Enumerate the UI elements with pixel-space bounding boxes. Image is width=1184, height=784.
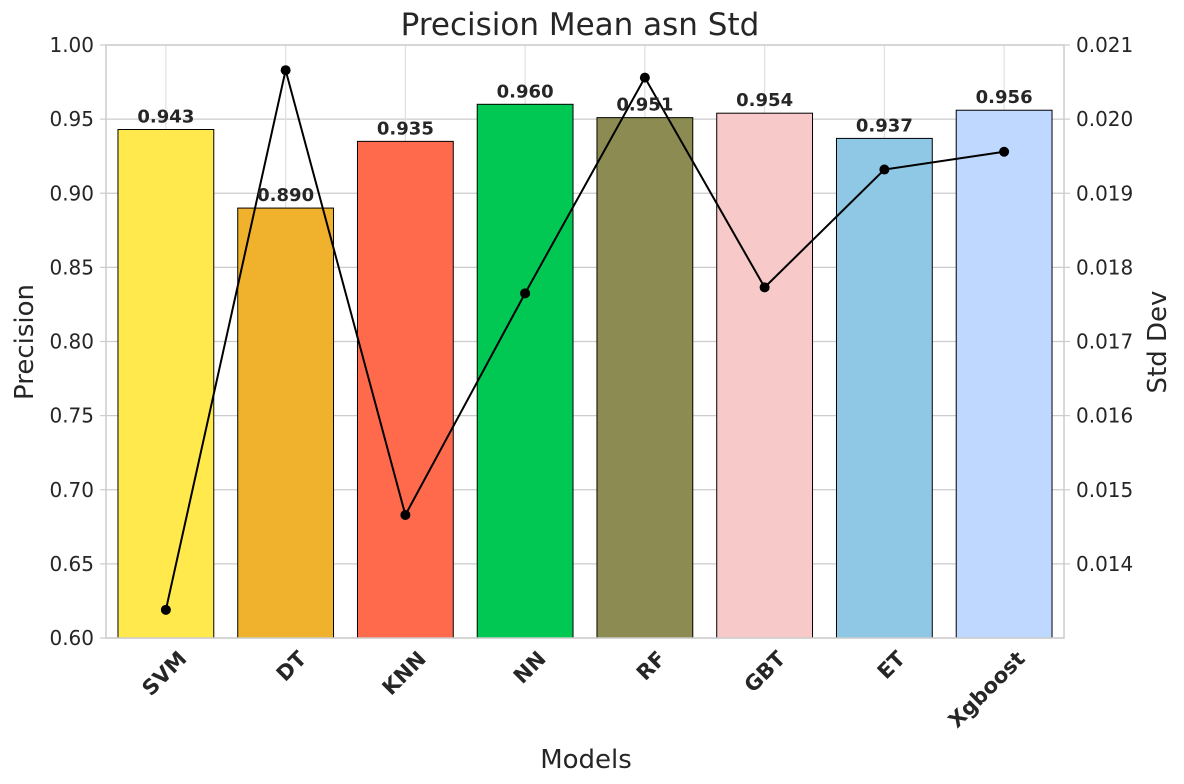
x-tick-label: NN: [509, 647, 551, 689]
bar-knn: [356, 140, 454, 639]
bar-et: [835, 137, 933, 639]
std-dev-point: [999, 146, 1010, 157]
std-dev-point: [879, 164, 890, 175]
y-axis-label: Precision: [10, 284, 40, 400]
std-line: [160, 65, 1010, 615]
x-tick-label: ET: [873, 646, 911, 684]
value-labels: 0.943 0.890 0.935 0.960 0.951 0.954 0.937 0.956: [137, 81, 1032, 206]
y2-tick-label: 0.019: [1076, 181, 1133, 205]
value-label: 0.943: [137, 107, 194, 128]
bar-nn: [476, 103, 574, 639]
x-tick-label: Xgboost: [944, 647, 1030, 733]
x-tick-label: RF: [632, 647, 671, 686]
bar-svm: [117, 129, 215, 639]
std-dev-point: [280, 65, 291, 76]
x-axis-label: Models: [540, 745, 632, 775]
bar-dt: [237, 207, 335, 639]
value-label: 0.937: [856, 115, 913, 136]
value-label: 0.890: [257, 185, 314, 206]
y-tick-label: 0.60: [49, 626, 94, 650]
y-tick-label: 0.65: [49, 552, 94, 576]
x-tick-label: SVM: [137, 647, 191, 701]
std-dev-point: [400, 509, 411, 520]
value-label: 0.935: [377, 118, 434, 139]
std-dev-point: [639, 72, 650, 83]
std-dev-line: [164, 69, 1005, 611]
value-label: 0.951: [616, 95, 673, 116]
y2-tick-label: 0.015: [1076, 478, 1133, 502]
value-label: 0.956: [976, 87, 1033, 108]
chart-title: Precision Mean asn Std: [401, 7, 760, 43]
y2-tick-label: 0.020: [1076, 107, 1133, 131]
value-label: 0.954: [736, 90, 793, 111]
y2-tick-label: 0.018: [1076, 255, 1133, 279]
y2-axis-label: Std Dev: [1143, 291, 1173, 394]
y2-tick-label: 0.017: [1076, 330, 1133, 354]
y2-tick-label: 0.016: [1076, 404, 1133, 428]
y-tick-label: 0.95: [49, 107, 94, 131]
std-dev-point: [160, 604, 171, 615]
bar-xgboost: [955, 109, 1053, 639]
y-tick-label: 0.90: [49, 181, 94, 205]
y2-tick-label: 0.021: [1076, 33, 1133, 57]
x-tick-label: DT: [272, 646, 312, 686]
y-tick-label: 0.75: [49, 404, 94, 428]
y-tick-label: 0.85: [49, 255, 94, 279]
x-tick-label: KNN: [378, 647, 431, 700]
std-dev-point: [759, 282, 770, 293]
value-label: 0.960: [497, 81, 554, 102]
y-tick-label: 0.80: [49, 330, 94, 354]
y2-tick-label: 0.014: [1076, 552, 1133, 576]
bars: [117, 103, 1053, 639]
x-tick-label: GBT: [740, 646, 791, 697]
y-tick-label: 0.70: [49, 478, 94, 502]
y-tick-label: 1.00: [49, 33, 94, 57]
bar-gbt: [716, 112, 814, 639]
std-dev-point: [520, 288, 531, 299]
bar-rf: [596, 117, 694, 639]
